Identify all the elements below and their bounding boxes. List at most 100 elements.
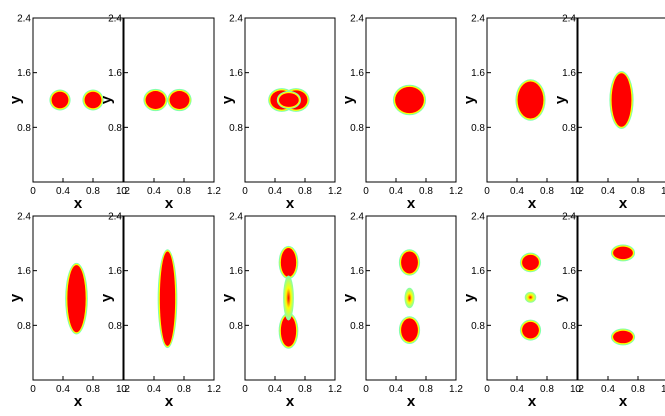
x-tick-label: 0.8	[86, 186, 100, 197]
y-tick-label: 1.6	[350, 68, 364, 79]
droplet-neck	[404, 287, 415, 309]
panel-droplets	[392, 84, 427, 116]
x-tick-label: 0.4	[147, 186, 161, 197]
x-tick-label: 0.8	[540, 186, 554, 197]
panel-droplets	[65, 262, 88, 335]
y-tick-label: 2.4	[350, 212, 364, 223]
droplet-core	[145, 91, 166, 109]
x-tick-label: 0.4	[147, 384, 161, 395]
x-axis-label: x	[286, 195, 295, 212]
x-tick-label: 1.2	[116, 384, 130, 395]
x-tick-label: 0	[30, 186, 36, 197]
x-tick-label: 0.4	[389, 186, 403, 197]
y-axis-label: y	[461, 293, 478, 302]
x-tick-label: 1.2	[207, 384, 221, 395]
panel-droplets	[157, 249, 178, 349]
panel-10: 0 0.4 0.8 1.2 0.8 1.6 2.4 x y	[340, 212, 463, 411]
x-tick-label: 1.2	[328, 186, 342, 197]
y-tick-label: 1.6	[17, 68, 31, 79]
x-tick-label: 0.8	[298, 384, 312, 395]
droplet-core	[395, 86, 424, 114]
x-axis-label: x	[74, 393, 83, 410]
y-axis-label: y	[552, 293, 569, 302]
x-tick-label: 0	[484, 384, 490, 395]
x-tick-label: 0	[575, 384, 581, 395]
panel-droplets	[278, 245, 299, 349]
x-tick-label: 0.8	[86, 384, 100, 395]
panel-7: 0 0.4 0.8 1.2 0.8 1.6 2.4 x y	[7, 212, 130, 411]
y-tick-label: 0.8	[108, 123, 122, 134]
y-axis-label: y	[219, 95, 236, 104]
panel-droplets	[143, 88, 192, 112]
droplet-core	[84, 91, 102, 109]
x-tick-label: 0.4	[510, 186, 524, 197]
y-axis-label: y	[340, 293, 357, 302]
x-tick-label: 0	[121, 186, 127, 197]
y-tick-label: 2.4	[17, 212, 31, 223]
x-tick-label: 0.8	[540, 384, 554, 395]
x-tick-label: 0.4	[510, 384, 524, 395]
y-tick-label: 0.8	[562, 321, 576, 332]
x-tick-label: 1.2	[328, 384, 342, 395]
panel-5: 0 0.4 0.8 1.2 0.8 1.6 2.4 x y	[461, 14, 584, 213]
x-tick-label: 0	[121, 384, 127, 395]
x-tick-label: 0.4	[601, 384, 615, 395]
x-tick-label: 1.2	[570, 384, 584, 395]
x-tick-label: 0	[575, 186, 581, 197]
x-tick-label: 0.8	[177, 186, 191, 197]
x-axis-label: x	[74, 195, 83, 212]
panel-3: 0 0.4 0.8 1.2 0.8 1.6 2.4 x y	[219, 14, 342, 213]
panel-droplets	[515, 79, 546, 121]
y-tick-label: 2.4	[17, 14, 31, 25]
x-tick-label: 1.2	[449, 384, 463, 395]
y-tick-label: 0.8	[350, 123, 364, 134]
y-tick-label: 0.8	[108, 321, 122, 332]
x-tick-label: 0.8	[419, 186, 433, 197]
x-tick-label: 1.2	[661, 384, 665, 395]
y-tick-label: 1.6	[17, 266, 31, 277]
panel-droplets	[49, 89, 104, 111]
panel-2: 0 0.4 0.8 1.2 0.8 1.6 2.4 x y	[98, 14, 221, 213]
x-tick-label: 0	[242, 186, 248, 197]
x-tick-label: 0.8	[419, 384, 433, 395]
x-tick-label: 0.4	[56, 384, 70, 395]
y-tick-label: 2.4	[562, 212, 576, 223]
y-tick-label: 2.4	[108, 212, 122, 223]
y-axis-label: y	[219, 293, 236, 302]
panel-6: 0 0.4 0.8 1.2 0.8 1.6 2.4 x y	[552, 14, 665, 212]
droplet-core	[51, 91, 69, 109]
y-tick-label: 1.6	[562, 68, 576, 79]
x-tick-label: 0	[363, 384, 369, 395]
droplet-core	[522, 254, 539, 271]
panel-12: 0 0.4 0.8 1.2 0.8 1.6 2.4 x y	[552, 212, 665, 410]
x-tick-label: 0.4	[389, 384, 403, 395]
y-axis-label: y	[98, 293, 115, 302]
y-tick-label: 1.6	[350, 266, 364, 277]
y-tick-label: 1.6	[471, 266, 485, 277]
y-tick-label: 2.4	[350, 14, 364, 25]
y-tick-label: 0.8	[562, 123, 576, 134]
x-axis-label: x	[528, 195, 537, 212]
y-tick-label: 2.4	[229, 14, 243, 25]
panel-droplets	[609, 71, 634, 129]
y-axis-label: y	[98, 95, 115, 104]
y-tick-label: 2.4	[471, 212, 485, 223]
x-axis-label: x	[165, 393, 174, 410]
y-axis-label: y	[340, 95, 357, 104]
x-tick-label: 0	[484, 186, 490, 197]
y-tick-label: 2.4	[471, 14, 485, 25]
y-tick-label: 2.4	[229, 212, 243, 223]
droplet-core	[401, 318, 418, 342]
x-axis-label: x	[407, 393, 416, 410]
droplet-core	[169, 91, 190, 109]
x-axis-label: x	[619, 393, 628, 410]
droplet-core	[67, 265, 86, 333]
x-tick-label: 0	[242, 384, 248, 395]
x-tick-label: 1.2	[570, 186, 584, 197]
y-tick-label: 0.8	[471, 123, 485, 134]
x-tick-label: 0	[363, 186, 369, 197]
droplet-core	[613, 330, 633, 344]
droplet-core	[159, 251, 176, 346]
y-tick-label: 0.8	[229, 123, 243, 134]
y-axis-label: y	[552, 95, 569, 104]
